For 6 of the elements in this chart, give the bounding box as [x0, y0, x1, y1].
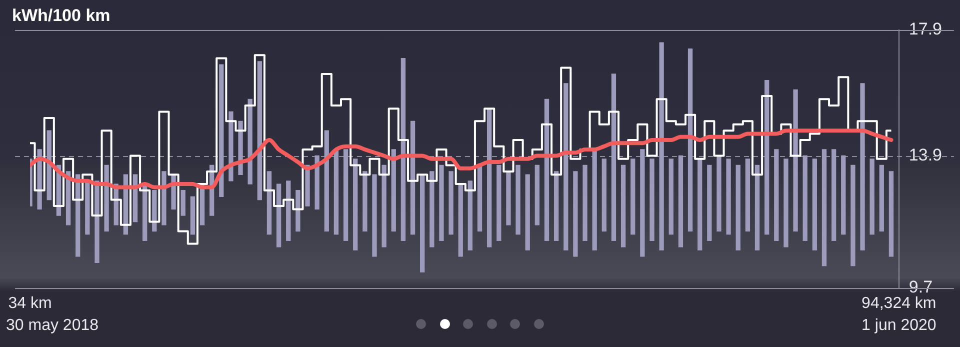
y-tick-label: 13.9 — [908, 145, 942, 164]
text: 1 jun 2020 — [862, 317, 936, 334]
x-tick-label: 94,324 km — [862, 294, 936, 312]
y-axis-title: kWh/100 km — [12, 6, 110, 25]
x-tick-label: 34 km — [8, 294, 52, 312]
text: 30 may 2018 — [6, 317, 99, 334]
